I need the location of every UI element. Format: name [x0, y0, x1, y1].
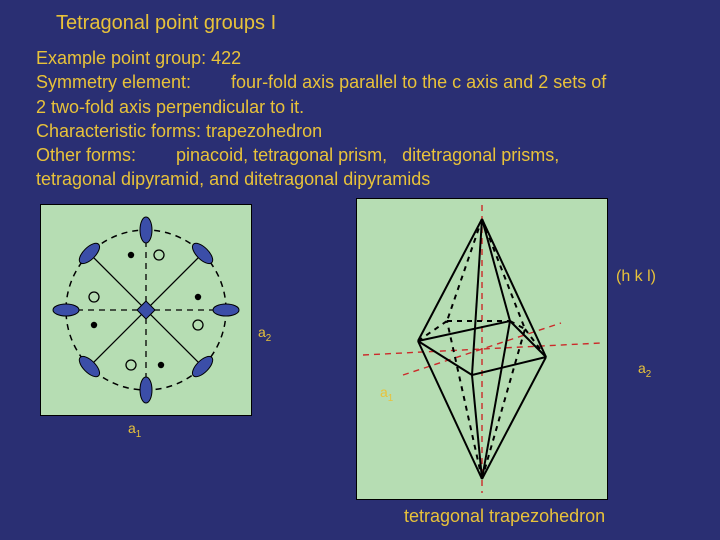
hkl-label: (h k l) — [616, 268, 656, 286]
trapezohedron-diagram — [357, 199, 607, 499]
stereogram-panel — [40, 204, 252, 416]
trapezohedron-caption: tetragonal trapezohedron — [404, 506, 605, 527]
slide: Tetragonal point groups I Example point … — [0, 0, 720, 540]
body-paragraph: Example point group: 422Symmetry element… — [36, 46, 696, 192]
slide-title: Tetragonal point groups I — [56, 12, 276, 35]
trapezohedron-a2-label: a2 — [638, 360, 651, 380]
stereogram-a1-label: a1 — [128, 420, 141, 440]
trapezohedron-a1-label: a1 — [380, 384, 393, 404]
stereogram-diagram — [41, 205, 251, 415]
stereogram-a2-label: a2 — [258, 324, 271, 344]
trapezohedron-panel — [356, 198, 608, 500]
